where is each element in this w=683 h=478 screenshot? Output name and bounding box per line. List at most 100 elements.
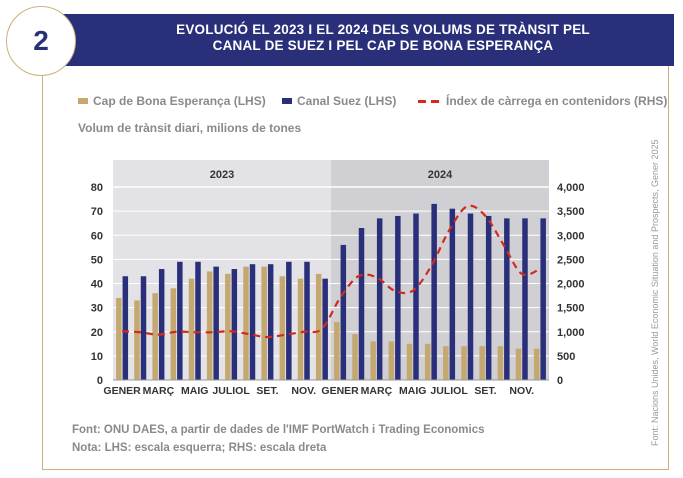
bar-suez bbox=[449, 208, 456, 380]
x-tick-label: GENER bbox=[103, 385, 141, 397]
y-right-tick-label: 3,500 bbox=[557, 206, 585, 218]
chart-subtitle: Volum de trànsit diari, milions de tones bbox=[78, 121, 302, 135]
x-tick-label: MAIG bbox=[399, 385, 426, 397]
bar-suez bbox=[195, 261, 201, 380]
bar-suez bbox=[522, 218, 528, 380]
y-left-tick-label: 10 bbox=[91, 351, 103, 363]
panel-2023 bbox=[113, 160, 331, 380]
bar-suez bbox=[249, 264, 256, 380]
bar-suez bbox=[177, 261, 183, 380]
figure-card bbox=[42, 56, 669, 470]
bar-cape bbox=[479, 346, 485, 380]
panel-2024 bbox=[331, 160, 549, 380]
legend-swatch-cape bbox=[78, 98, 88, 104]
bar-suez bbox=[140, 276, 147, 380]
bar-cape bbox=[533, 348, 540, 380]
source-text: Font: ONU DAES, a partir de dades de l'I… bbox=[72, 424, 485, 436]
bar-suez bbox=[376, 218, 383, 380]
period-label-2023: 2023 bbox=[210, 169, 234, 181]
bar-cape bbox=[370, 341, 376, 380]
legend-swatch-suez bbox=[282, 98, 292, 104]
bar-cape bbox=[388, 341, 395, 380]
bar-cape bbox=[515, 348, 522, 380]
bar-cape bbox=[279, 276, 286, 380]
bar-cape bbox=[461, 346, 467, 380]
x-tick-label: JULIOL bbox=[212, 385, 250, 397]
bar-cape bbox=[497, 346, 504, 380]
bar-cape bbox=[406, 343, 413, 380]
x-tick-label: GENER bbox=[321, 385, 359, 397]
bar-suez bbox=[413, 213, 419, 380]
legend-dash-1 bbox=[418, 100, 426, 103]
bar-cape bbox=[243, 266, 249, 380]
bar-suez bbox=[231, 269, 238, 380]
x-tick-label: NOV. bbox=[509, 385, 534, 397]
legend-label-cape: Cap de Bona Esperança (LHS) bbox=[93, 94, 266, 108]
side-credit: Font: Nacions Unides, World Economic Sit… bbox=[650, 139, 660, 447]
x-tick-label: SET. bbox=[256, 385, 278, 397]
bar-cape bbox=[443, 346, 449, 380]
y-right-tick-label: 3,000 bbox=[557, 230, 585, 242]
bar-suez bbox=[504, 218, 510, 380]
bar-suez bbox=[267, 264, 274, 380]
bar-suez bbox=[358, 228, 365, 380]
bar-suez bbox=[286, 261, 292, 380]
bar-cape bbox=[352, 334, 358, 380]
legend-label-index: Índex de càrrega en contenidors (RHS) bbox=[446, 94, 668, 108]
legend-label-suez: Canal Suez (LHS) bbox=[297, 94, 397, 108]
y-right-tick-label: 1,500 bbox=[557, 303, 585, 315]
bar-suez bbox=[540, 218, 546, 380]
bar-cape bbox=[225, 273, 231, 380]
y-right-tick-label: 1,000 bbox=[557, 327, 585, 339]
figure-number-badge: 2 bbox=[6, 6, 76, 76]
line-container-index bbox=[122, 204, 541, 339]
y-right-tick-label: 0 bbox=[557, 375, 563, 387]
bar-cape bbox=[134, 300, 140, 380]
bar-suez bbox=[431, 203, 437, 380]
y-left-tick-label: 40 bbox=[91, 279, 103, 291]
bar-suez bbox=[122, 276, 129, 380]
note-text: Nota: LHS: escala esquerra; RHS: escala … bbox=[72, 442, 327, 454]
bar-suez bbox=[304, 261, 310, 380]
y-right-tick-label: 2,000 bbox=[557, 279, 585, 291]
y-left-tick-label: 80 bbox=[91, 182, 103, 194]
x-tick-label: MARÇ bbox=[143, 385, 175, 397]
bar-cape bbox=[424, 343, 431, 380]
bar-suez bbox=[485, 215, 492, 380]
bar-cape bbox=[334, 322, 340, 380]
x-tick-label: JULIOL bbox=[430, 385, 468, 397]
y-left-tick-label: 50 bbox=[91, 254, 103, 266]
bar-cape bbox=[170, 288, 177, 380]
y-right-tick-label: 4,000 bbox=[557, 182, 585, 194]
y-left-tick-label: 0 bbox=[97, 375, 103, 387]
x-tick-label: SET. bbox=[474, 385, 496, 397]
bar-cape bbox=[297, 278, 304, 380]
bar-suez bbox=[213, 266, 219, 380]
y-right-tick-label: 500 bbox=[557, 351, 575, 363]
figure-header: EVOLUCIÓ EL 2023 I EL 2024 DELS VOLUMS D… bbox=[42, 14, 674, 66]
bar-cape bbox=[152, 293, 158, 380]
source-block: Font: ONU DAES, a partir de dades de l'I… bbox=[72, 421, 485, 457]
bar-suez bbox=[158, 269, 165, 380]
bar-suez bbox=[467, 213, 474, 380]
bar-cape bbox=[315, 273, 322, 380]
bar-cape bbox=[261, 266, 267, 380]
legend-dash-2 bbox=[431, 100, 439, 103]
y-left-tick-label: 30 bbox=[91, 303, 103, 315]
y-left-tick-label: 70 bbox=[91, 206, 103, 218]
y-right-tick-label: 2,500 bbox=[557, 254, 585, 266]
y-left-tick-label: 60 bbox=[91, 230, 103, 242]
x-tick-label: MARÇ bbox=[361, 385, 393, 397]
x-tick-label: NOV. bbox=[291, 385, 316, 397]
bar-cape bbox=[188, 278, 195, 380]
bar-cape bbox=[116, 297, 122, 380]
bar-suez bbox=[322, 278, 328, 380]
y-left-tick-label: 20 bbox=[91, 327, 103, 339]
figure-title: EVOLUCIÓ EL 2023 I EL 2024 DELS VOLUMS D… bbox=[176, 22, 590, 53]
bar-suez bbox=[340, 244, 347, 380]
bar-cape bbox=[206, 271, 213, 380]
bar-suez bbox=[395, 215, 401, 380]
x-tick-label: MAIG bbox=[181, 385, 208, 397]
period-label-2024: 2024 bbox=[428, 169, 453, 181]
